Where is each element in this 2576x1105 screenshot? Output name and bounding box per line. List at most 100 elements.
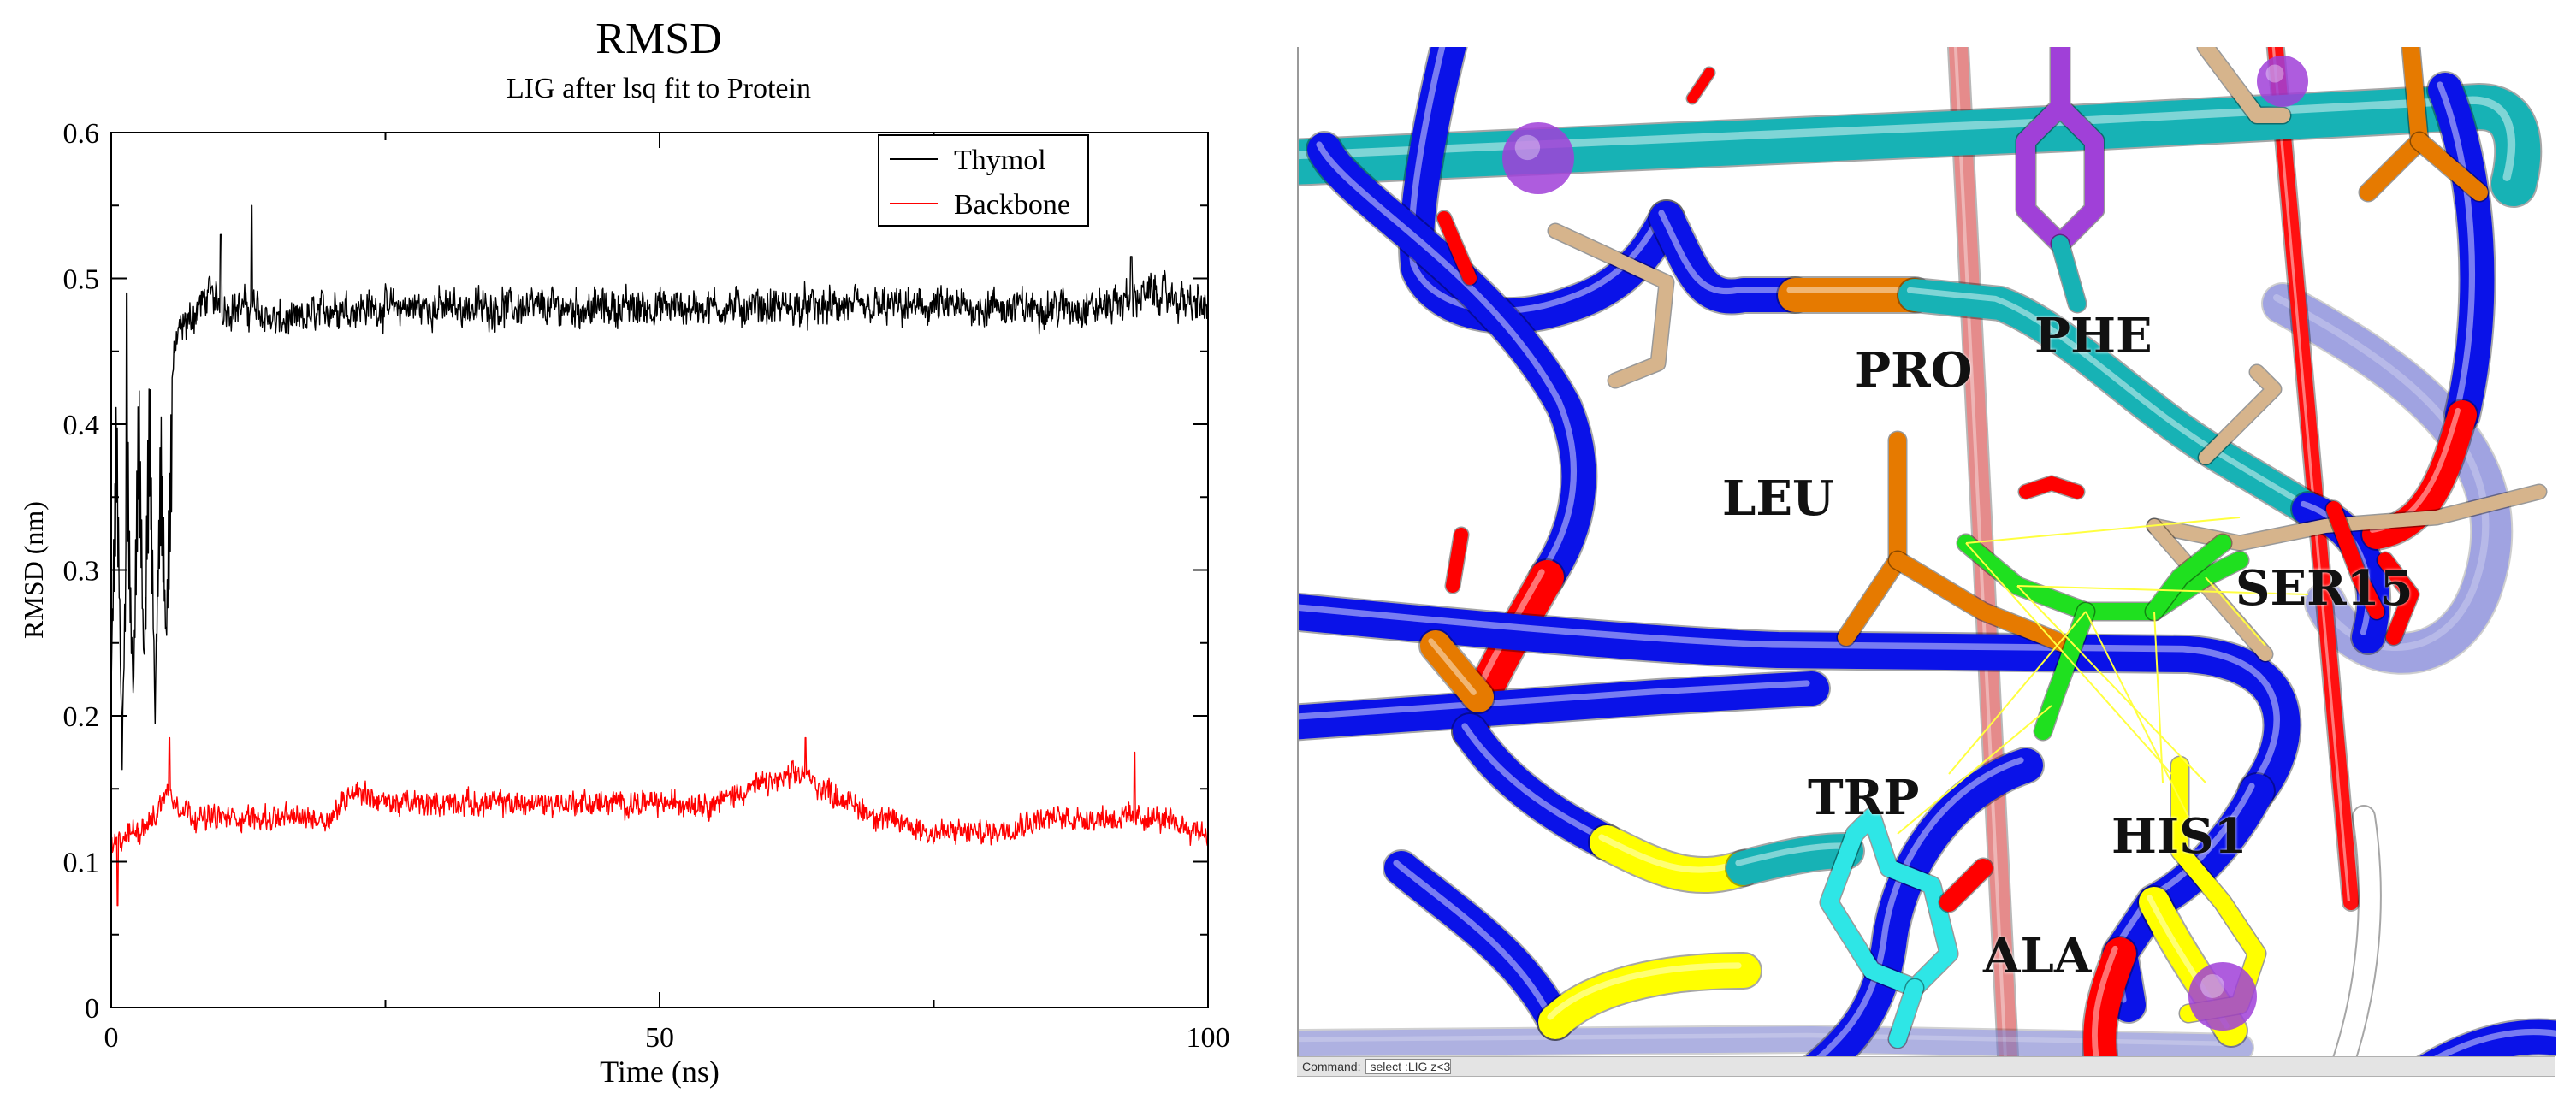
series-line-backbone: [110, 736, 1209, 907]
command-bar: Command: select :LIG z<3.5: [1297, 1056, 2555, 1077]
water-center: [2019, 476, 2084, 499]
molecular-viewer[interactable]: PRO PHE LEU SER15 TRP HIS1 ALA: [1297, 47, 2556, 1056]
tube-blue-12: [2419, 1019, 2556, 1056]
tube-yellow-3-highlight: [1547, 962, 1742, 1020]
tube-blue-2-highlight: [1658, 210, 1793, 295]
tube-orange-2-highlight: [1428, 638, 1477, 695]
tube-blue-11: [2428, 73, 2495, 432]
residue-label-phe: PHE: [2034, 308, 2153, 364]
contact-line: [2016, 585, 2309, 595]
residue-label-ala: ALA: [1983, 928, 2092, 984]
x-tick-label: 50: [645, 1022, 674, 1054]
ion-sphere: [1502, 122, 1574, 194]
legend-label-backbone: Backbone: [954, 189, 1070, 221]
contact-line: [2153, 611, 2164, 783]
tube-blue-4-highlight: [1316, 141, 1578, 576]
legend-box: [878, 134, 1089, 227]
phe-ring: [2016, 47, 2104, 253]
ion-sphere: [2188, 962, 2257, 1031]
tube-yellow-1-highlight: [1598, 834, 1742, 873]
contact-line: [1897, 705, 2052, 835]
tube-blue-7: [1453, 714, 1624, 860]
tube-blue-9: [1805, 748, 2043, 1056]
chart-title: RMSD: [595, 15, 721, 63]
y-tick-label: 0.4: [63, 410, 100, 441]
tube-blue-11-highlight: [2437, 81, 2476, 413]
tube-teal-2: [1898, 279, 2324, 525]
oh-ser-b: [2378, 552, 2419, 645]
axis-ticks: 0 0.1 0.2 0.3 0.4 0.5 0.6 0 50 100: [63, 118, 1230, 1054]
x-axis-label: Time (ns): [600, 1055, 720, 1089]
tube-blue-5: [1299, 594, 2301, 809]
contact-line: [2016, 585, 2206, 783]
tube-blue-6-highlight: [1299, 680, 1810, 720]
tube-orange-2: [1420, 630, 1494, 712]
residue-label-ser15: SER15: [2235, 560, 2413, 617]
oh-left: [1437, 211, 1477, 285]
tube-blue-5-highlight: [1299, 604, 2280, 789]
residue-label-trp: TRP: [1808, 770, 1920, 826]
trp-tail: [1889, 979, 1923, 1048]
ion-sphere-shine: [1514, 134, 1541, 161]
tan-chain-left: [1549, 224, 1673, 387]
y-tick-label: 0.5: [63, 264, 100, 296]
tube-teal-3-highlight: [1735, 842, 1845, 866]
series-line-thymol: [110, 204, 1209, 771]
ion-sphere-shine: [2200, 974, 2224, 998]
tube-yellow-3: [1538, 954, 1761, 1039]
contact-line: [2205, 576, 2266, 647]
tube-red-2: [2083, 937, 2136, 1056]
leu-chain-b: [1889, 552, 2077, 654]
chart-legend: Thymol Backbone: [878, 134, 1089, 227]
y-tick-label: 0.6: [63, 118, 100, 150]
legend-label-thymol: Thymol: [954, 145, 1046, 176]
tube-blue-9-highlight: [1816, 757, 2024, 1056]
oh-left-b: [1446, 528, 1468, 593]
tube-blue-12-highlight: [2434, 1028, 2556, 1056]
y-tick-label: 0: [85, 993, 99, 1025]
tube-teal-2-highlight: [1906, 287, 2307, 507]
phe-link: [2052, 235, 2086, 312]
trp-carbonyl: [1939, 859, 1993, 912]
tube-red-vertical-highlight: [2271, 47, 2350, 901]
oh-ser: [2326, 501, 2384, 619]
chart-subtitle: LIG after lsq fit to Protein: [506, 73, 811, 104]
tube-white-vertical-highlight: [2339, 812, 2369, 1056]
residue-label-leu: LEU: [1722, 470, 1834, 527]
tube-red-2-highlight: [2092, 945, 2118, 1056]
x-tick-label: 0: [104, 1022, 119, 1054]
ligand-ring: [1957, 535, 2248, 620]
tube-blue-1: [1400, 47, 1684, 334]
leu-chain: [1838, 432, 1906, 646]
command-label: Command:: [1302, 1060, 1361, 1073]
contact-line: [2085, 611, 2189, 818]
x-tick-label: 100: [1187, 1022, 1230, 1054]
tube-blue-10: [1384, 851, 1572, 1039]
tan-chain-top: [2198, 47, 2290, 123]
tan-chain-ser-b: [2147, 519, 2272, 661]
tan-chain-mid: [2199, 365, 2281, 464]
y-tick-label: 0.2: [63, 701, 100, 733]
tube-teal-top: [1299, 85, 2541, 206]
contact-line: [1965, 517, 2241, 544]
ion-sphere-shine: [2265, 64, 2284, 83]
tube-red-3: [2362, 400, 2477, 549]
tube-blue-1-highlight: [1408, 47, 1665, 314]
tube-teal-3: [1726, 834, 1863, 885]
tube-blue-6: [1299, 671, 1829, 740]
plot-frame: [110, 132, 1209, 1008]
tube-blue-2: [1649, 201, 1812, 314]
tube-red-vertical: [2267, 47, 2359, 910]
ligand-arm: [2146, 535, 2231, 620]
tube-teal-top-highlight: [1299, 96, 2516, 181]
tan-chain-ser: [2147, 485, 2546, 550]
orange-chain-top-b: [2411, 133, 2488, 201]
tube-white-vertical: [2334, 807, 2380, 1056]
rmsd-chart: RMSD LIG after lsq fit to Protein 0 0.1 0.…: [18, 15, 1230, 1089]
ion-sphere: [2257, 56, 2308, 107]
command-input[interactable]: select :LIG z<3.5: [1365, 1059, 1452, 1074]
tube-blue-7-highlight: [1461, 723, 1605, 841]
series-layer: [110, 204, 1209, 907]
contact-line: [1948, 611, 2087, 775]
tube-blue-4: [1307, 133, 1596, 594]
